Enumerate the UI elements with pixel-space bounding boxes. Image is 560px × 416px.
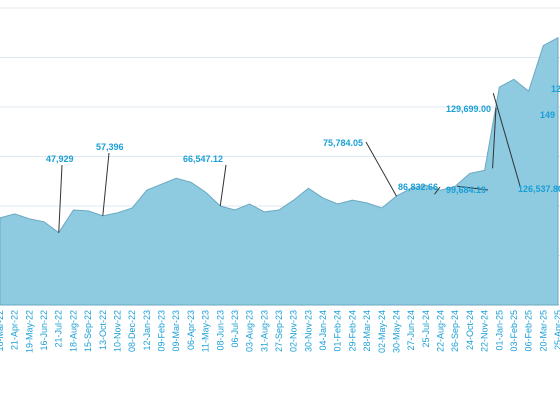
annotation-leader-line (219, 164, 227, 207)
x-tick-label: 31-Aug-23 (259, 310, 269, 352)
area-series (0, 36, 559, 306)
annotation-label: 129,699.00 (446, 104, 491, 114)
x-tick-label: 29-Feb-24 (347, 310, 357, 352)
x-tick-label: 09-Mar-23 (171, 310, 181, 352)
x-tick-label: 18-Mar-22 (0, 310, 5, 352)
x-tick-label: 26-Sep-24 (450, 310, 460, 352)
x-tick-label: 20-Mar-25 (538, 310, 548, 352)
x-tick-label: 03-Aug-23 (245, 310, 255, 352)
x-tick-label: 22-Nov-24 (480, 310, 490, 352)
annotation-label: 126,537.80 (518, 184, 560, 194)
annotation-label: 66,547.12 (183, 154, 223, 164)
x-tick-label: 09-Feb-23 (157, 310, 167, 352)
x-tick-label: 30-Nov-23 (303, 310, 313, 352)
x-tick-label: 28-Mar-24 (362, 310, 372, 352)
x-tick-label: 08-Jun-23 (215, 310, 225, 351)
annotation-leader-line (492, 93, 521, 187)
x-tick-label: 15-Sep-22 (83, 310, 93, 352)
x-tick-label: 27-Sep-23 (274, 310, 284, 352)
annotation-leader-line (58, 164, 63, 233)
x-tick-label: 18-Aug-22 (68, 310, 78, 352)
x-tick-label: 27-Jun-24 (406, 310, 416, 351)
x-tick-label: 30-May-24 (391, 310, 401, 353)
annotation-label: 99,684.19 (446, 185, 486, 195)
annotation-label: 57,396 (96, 142, 124, 152)
x-tick-label: 01-Jan-25 (494, 310, 504, 351)
x-axis-ticks: 18-Mar-22 21-Apr-22 19-May-22 16-Jun-22 21-J… (0, 310, 560, 353)
x-tick-label: 02-Nov-23 (289, 310, 299, 352)
x-tick-label: 08-Dec-22 (127, 310, 137, 352)
annotation-leader-line (434, 186, 441, 195)
x-tick-label: 02-May-24 (377, 310, 387, 353)
x-tick-label: 21-Jul-22 (54, 310, 64, 348)
x-tick-label: 22-Aug-24 (436, 310, 446, 352)
x-tick-label: 01-Feb-24 (333, 310, 343, 352)
annotation-leader-line (457, 185, 489, 191)
x-tick-label: 04-Jan-24 (318, 310, 328, 351)
annotation-label: 149 (540, 110, 555, 120)
x-tick-label: 21-Apr-22 (10, 310, 20, 350)
x-tick-label: 25-Apr-25 (553, 310, 560, 350)
annotation-leader-line (102, 152, 110, 216)
annotation-leader-line (492, 107, 497, 169)
x-tick-label: 19-May-22 (24, 310, 34, 353)
x-tick-label: 13-Oct-22 (98, 310, 108, 350)
annotation-label: 12 (551, 84, 560, 94)
x-tick-label: 12-Jan-23 (142, 310, 152, 351)
annotation-label: 75,784.05 (323, 138, 363, 148)
x-tick-label: 16-Jun-22 (39, 310, 49, 351)
x-tick-label: 03-Feb-25 (509, 310, 519, 352)
x-tick-label: 25-Jul-24 (421, 310, 431, 348)
x-tick-label: 24-Oct-24 (465, 310, 475, 350)
x-tick-label: 11-May-23 (201, 310, 211, 352)
annotation-label: 47,929 (46, 154, 74, 164)
annotations: 47,929 57,396 66,547.12 75,784.05 86,832.66 9… (46, 84, 560, 233)
x-tick-label: 06-Feb-25 (524, 310, 534, 352)
x-tick-label: 06-Apr-23 (186, 310, 196, 350)
x-tick-label: 06-Jul-23 (230, 310, 240, 348)
x-tick-label: 10-Nov-22 (112, 310, 122, 352)
annotation-label: 86,832.66 (398, 182, 438, 192)
annotation-leader-line (365, 141, 397, 197)
